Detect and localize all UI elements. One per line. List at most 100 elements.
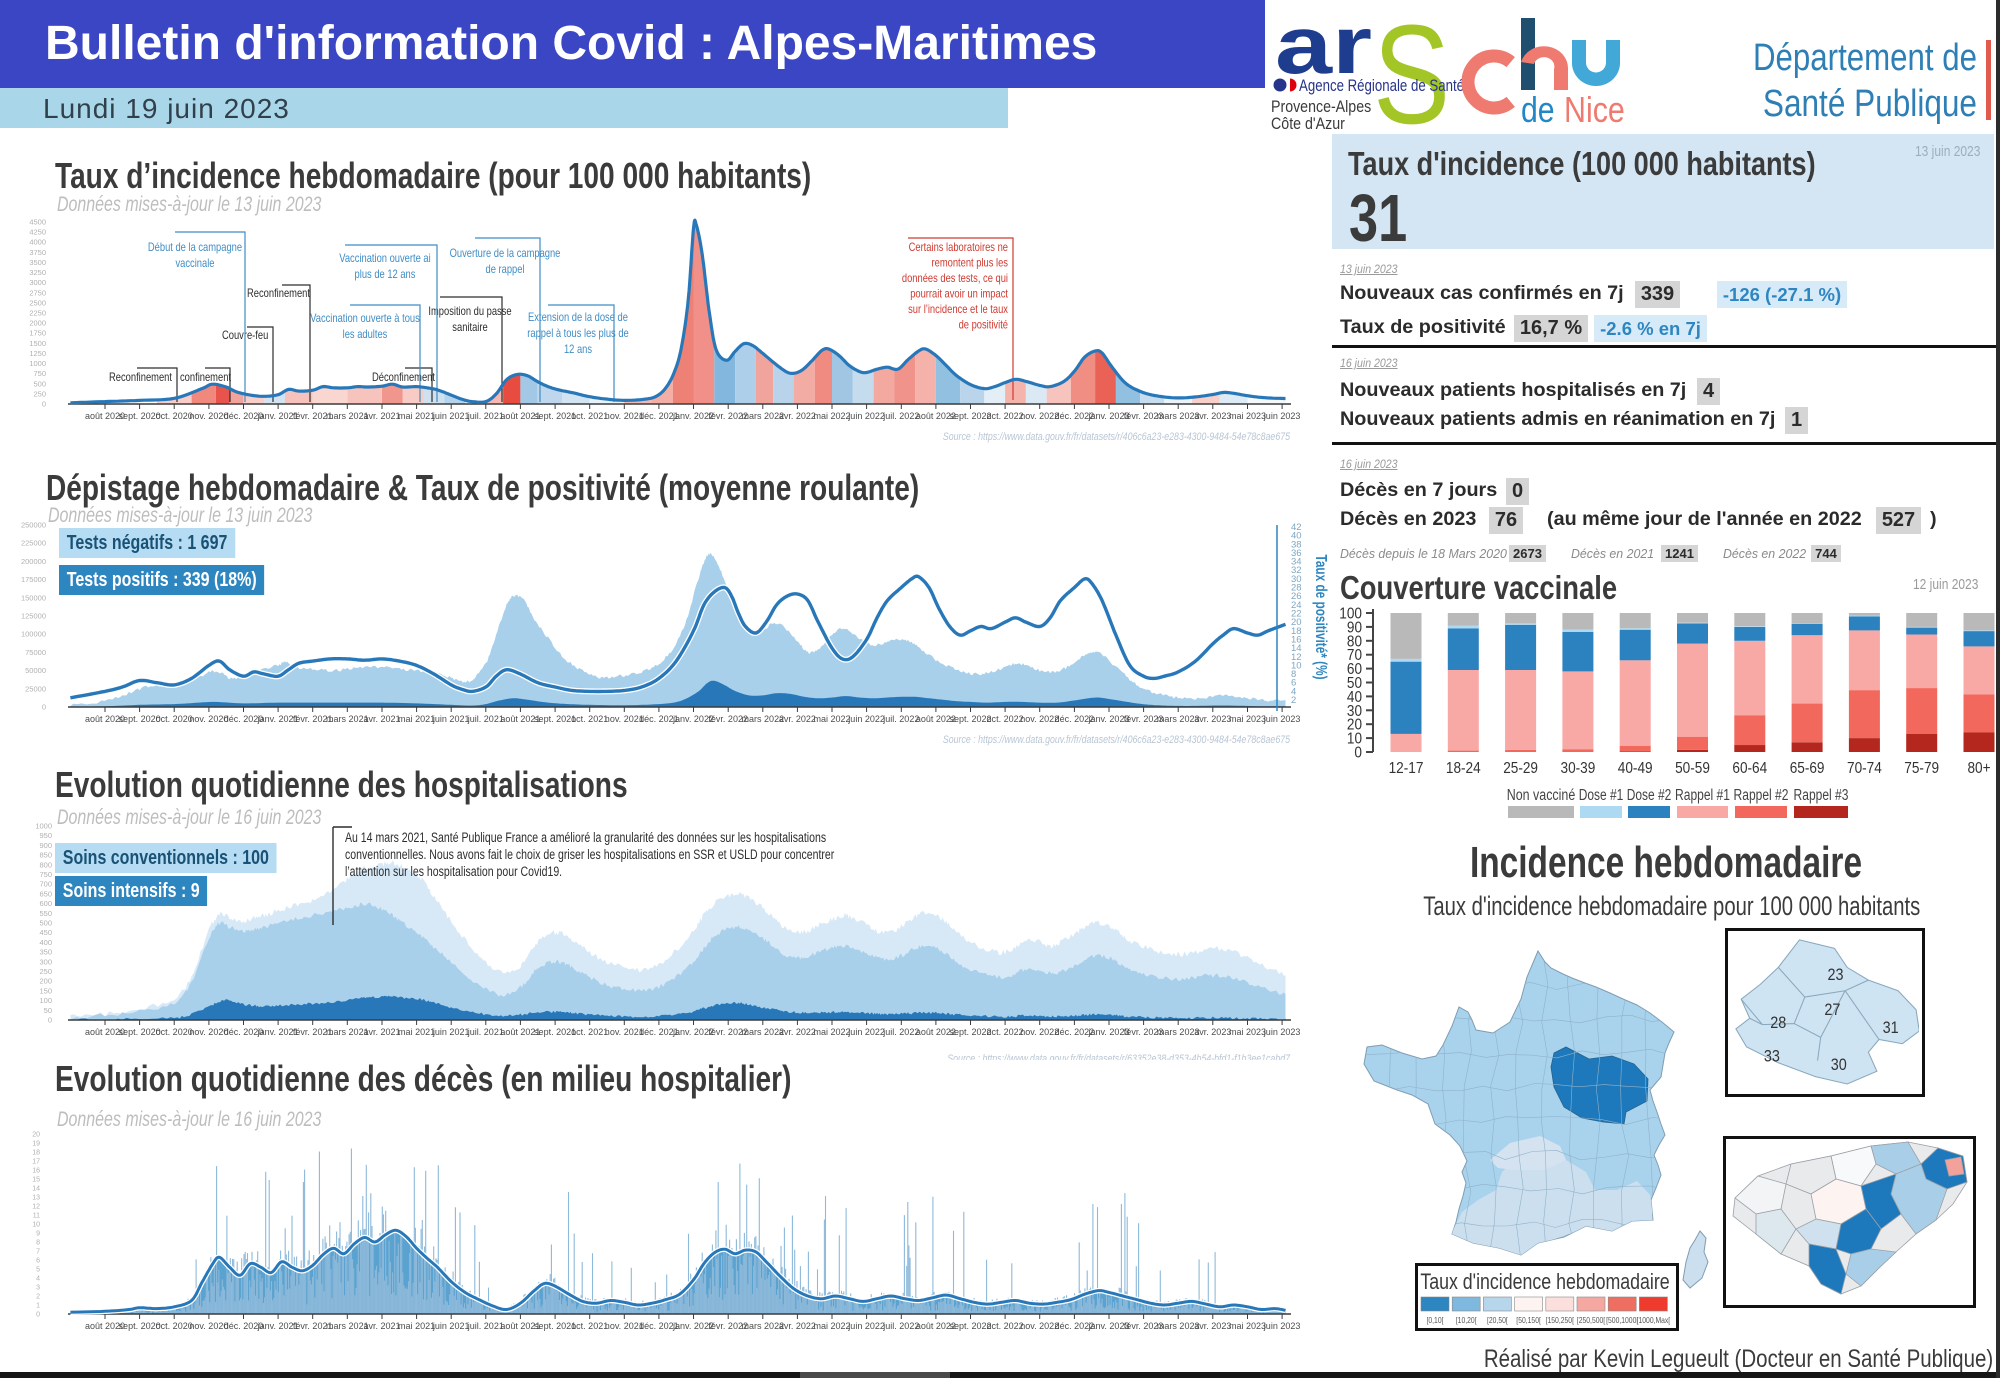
svg-text:22: 22 xyxy=(1291,609,1302,620)
svg-text:24: 24 xyxy=(1291,600,1302,611)
svg-text:40-49: 40-49 xyxy=(1618,760,1653,777)
svg-text:Source : https://www.data.gouv: Source : https://www.data.gouv.fr/fr/dat… xyxy=(943,431,1291,443)
svg-text:août 2020: août 2020 xyxy=(85,1321,125,1332)
svg-text:3000: 3000 xyxy=(29,278,46,287)
svg-text:oct. 2020: oct. 2020 xyxy=(156,1027,193,1038)
svg-text:de rappel: de rappel xyxy=(486,262,525,276)
svg-text:juil. 2021: juil. 2021 xyxy=(467,714,504,725)
svg-text:juil. 2022: juil. 2022 xyxy=(882,714,919,725)
svg-text:14: 14 xyxy=(1291,643,1302,654)
svg-text:mars 2022: mars 2022 xyxy=(742,1321,785,1332)
svg-text:févr. 2021: févr. 2021 xyxy=(293,1027,333,1038)
svg-text:nov. 2020: nov. 2020 xyxy=(189,714,228,725)
svg-text:28: 28 xyxy=(1291,583,1302,594)
svg-text:15: 15 xyxy=(32,1177,40,1184)
svg-text:déc. 2021: déc. 2021 xyxy=(639,411,679,422)
svg-text:déc. 2020: déc. 2020 xyxy=(224,411,264,422)
svg-text:mars 2022: mars 2022 xyxy=(742,1027,785,1038)
svg-text:8: 8 xyxy=(36,1240,40,1247)
svg-text:mars 2023: mars 2023 xyxy=(1157,714,1200,725)
svg-text:janv. 2021: janv. 2021 xyxy=(257,714,299,725)
svg-text:juin 2022: juin 2022 xyxy=(847,1027,885,1038)
svg-text:mars 2021: mars 2021 xyxy=(326,411,369,422)
svg-text:oct. 2022: oct. 2022 xyxy=(987,714,1024,725)
svg-text:14: 14 xyxy=(32,1186,40,1193)
svg-text:Source : https://www.data.gouv: Source : https://www.data.gouv.fr/fr/dat… xyxy=(943,734,1291,746)
svg-text:août 2020: août 2020 xyxy=(85,411,125,422)
svg-text:mai 2023: mai 2023 xyxy=(1229,1027,1266,1038)
svg-text:mars 2021: mars 2021 xyxy=(326,1027,369,1038)
svg-text:juil. 2021: juil. 2021 xyxy=(467,1027,504,1038)
svg-text:Taux de positivité* (%): Taux de positivité* (%) xyxy=(1312,555,1329,680)
svg-text:70: 70 xyxy=(1347,647,1362,664)
svg-text:mars 2021: mars 2021 xyxy=(326,714,369,725)
svg-text:200000: 200000 xyxy=(21,557,46,566)
svg-text:3: 3 xyxy=(36,1285,40,1292)
svg-text:10: 10 xyxy=(1347,731,1362,748)
svg-text:4: 4 xyxy=(36,1276,40,1283)
svg-text:[50,150[: [50,150[ xyxy=(1516,1316,1541,1325)
svg-text:mai 2022: mai 2022 xyxy=(813,411,850,422)
svg-text:oct. 2020: oct. 2020 xyxy=(156,1321,193,1332)
svg-text:août 2020: août 2020 xyxy=(85,1027,125,1038)
svg-text:75-79: 75-79 xyxy=(1904,760,1939,777)
svg-text:avr. 2022: avr. 2022 xyxy=(779,714,816,725)
svg-text:[1000,Max[: [1000,Max[ xyxy=(1637,1316,1671,1325)
svg-text:août 2021: août 2021 xyxy=(500,411,540,422)
svg-text:janv. 2023: janv. 2023 xyxy=(1088,411,1130,422)
svg-text:34: 34 xyxy=(1291,557,1302,568)
svg-text:Certains laboratoires ne: Certains laboratoires ne xyxy=(909,240,1009,254)
svg-text:17: 17 xyxy=(32,1159,40,1166)
svg-text:450: 450 xyxy=(39,928,52,937)
svg-text:déc. 2021: déc. 2021 xyxy=(639,1321,679,1332)
svg-text:sept. 2020: sept. 2020 xyxy=(119,1027,161,1038)
svg-text:déc. 2020: déc. 2020 xyxy=(224,714,264,725)
svg-text:juil. 2021: juil. 2021 xyxy=(467,411,504,422)
svg-text:sept. 2020: sept. 2020 xyxy=(119,714,161,725)
svg-text:juil. 2022: juil. 2022 xyxy=(882,1027,919,1038)
svg-text:confinement: confinement xyxy=(180,370,232,384)
svg-text:27: 27 xyxy=(1824,1000,1840,1019)
svg-text:nov. 2020: nov. 2020 xyxy=(189,1321,228,1332)
svg-text:déc. 2021: déc. 2021 xyxy=(639,1027,679,1038)
svg-text:80+: 80+ xyxy=(1967,760,1990,777)
svg-text:Côte d'Azur: Côte d'Azur xyxy=(1271,114,1345,133)
svg-text:[250,500[: [250,500[ xyxy=(1577,1316,1606,1325)
svg-text:40: 40 xyxy=(1347,689,1362,706)
svg-text:3250: 3250 xyxy=(29,268,46,277)
svg-text:janv. 2021: janv. 2021 xyxy=(257,411,299,422)
svg-text:2500: 2500 xyxy=(29,298,46,307)
svg-text:mai 2022: mai 2022 xyxy=(813,714,850,725)
svg-text:vaccinale: vaccinale xyxy=(176,256,215,270)
svg-text:févr. 2023: févr. 2023 xyxy=(1124,1321,1164,1332)
svg-text:févr. 2022: févr. 2022 xyxy=(708,411,748,422)
svg-text:août 2022: août 2022 xyxy=(916,411,956,422)
svg-text:févr. 2021: févr. 2021 xyxy=(293,411,333,422)
svg-text:juin 2021: juin 2021 xyxy=(432,1027,470,1038)
svg-text:16: 16 xyxy=(1291,635,1302,646)
svg-text:août 2021: août 2021 xyxy=(500,1321,540,1332)
svg-text:175000: 175000 xyxy=(21,575,46,584)
svg-text:6: 6 xyxy=(1291,678,1296,689)
svg-text:30: 30 xyxy=(1291,574,1302,585)
svg-text:800: 800 xyxy=(39,860,52,869)
svg-text:125000: 125000 xyxy=(21,612,46,621)
svg-text:de positivité: de positivité xyxy=(959,318,1009,332)
svg-text:S: S xyxy=(1373,0,1450,135)
svg-text:oct. 2022: oct. 2022 xyxy=(987,1321,1024,1332)
svg-text:sept. 2020: sept. 2020 xyxy=(119,411,161,422)
svg-text:[150,250[: [150,250[ xyxy=(1546,1316,1575,1325)
svg-text:sept. 2021: sept. 2021 xyxy=(534,1321,576,1332)
svg-text:avr. 2022: avr. 2022 xyxy=(779,1027,816,1038)
svg-text:nov. 2020: nov. 2020 xyxy=(189,1027,228,1038)
svg-text:l’attention sur les hospitalis: l’attention sur les hospitalisation pour… xyxy=(345,864,562,879)
svg-text:Imposition du passe: Imposition du passe xyxy=(428,304,511,318)
svg-text:10: 10 xyxy=(32,1222,40,1229)
svg-text:juil. 2021: juil. 2021 xyxy=(467,1321,504,1332)
svg-text:10: 10 xyxy=(1291,660,1302,671)
svg-text:oct. 2020: oct. 2020 xyxy=(156,714,193,725)
svg-text:36: 36 xyxy=(1291,548,1302,559)
svg-text:Vaccination ouverte ai: Vaccination ouverte ai xyxy=(339,251,430,265)
svg-text:avr. 2021: avr. 2021 xyxy=(363,1321,400,1332)
svg-text:750: 750 xyxy=(39,870,52,879)
